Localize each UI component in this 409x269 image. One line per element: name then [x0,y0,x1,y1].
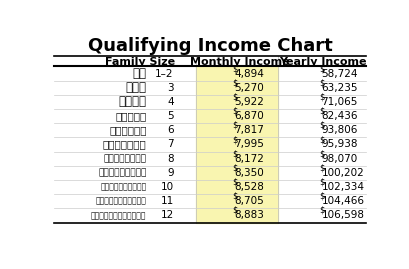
Text: $: $ [232,192,237,201]
Text: $: $ [232,178,237,187]
Text: $: $ [319,192,324,201]
Text: ⛹⛹⛹⛹⛹⛹⛹⛹⛹⛹⛹: ⛹⛹⛹⛹⛹⛹⛹⛹⛹⛹⛹ [95,197,146,206]
Text: 11: 11 [160,196,173,206]
Text: 7,817: 7,817 [234,125,263,135]
Text: $: $ [319,107,324,116]
Text: $: $ [232,149,237,158]
Text: 4: 4 [166,97,173,107]
Text: $: $ [319,206,324,215]
Text: $: $ [232,107,237,116]
Text: ⛹⛹⛹: ⛹⛹⛹ [125,81,146,94]
Text: 8,350: 8,350 [234,168,263,178]
Text: 4,894: 4,894 [234,69,263,79]
Text: 1–2: 1–2 [155,69,173,79]
Text: $: $ [319,78,324,87]
Text: $: $ [319,178,324,187]
Text: $: $ [232,64,237,73]
Text: $: $ [232,121,237,130]
Text: 8: 8 [166,154,173,164]
Text: $: $ [319,149,324,158]
Text: $: $ [319,135,324,144]
Text: $: $ [232,163,237,172]
Text: 5,922: 5,922 [234,97,263,107]
Text: Family Size: Family Size [105,57,175,67]
Text: 82,436: 82,436 [321,111,357,121]
Text: ⛹⛹⛹⛹⛹⛹⛹: ⛹⛹⛹⛹⛹⛹⛹ [103,140,146,150]
Text: 100,202: 100,202 [321,168,363,178]
Text: 58,724: 58,724 [321,69,357,79]
Text: 8,172: 8,172 [234,154,263,164]
Text: ⛹⛹⛹⛹⛹⛹⛹⛹⛹⛹: ⛹⛹⛹⛹⛹⛹⛹⛹⛹⛹ [100,183,146,192]
Text: Monthly Income: Monthly Income [190,57,290,67]
Text: ⛹⛹⛹⛹⛹: ⛹⛹⛹⛹⛹ [115,111,146,121]
Text: Qualifying Income Chart: Qualifying Income Chart [88,37,332,55]
Text: 5,270: 5,270 [234,83,263,93]
Text: $: $ [232,135,237,144]
Text: 6,870: 6,870 [234,111,263,121]
Text: 10: 10 [160,182,173,192]
Text: 8,528: 8,528 [234,182,263,192]
Text: ⛹⛹⛹⛹⛹⛹⛹⛹⛹⛹⛹⛹: ⛹⛹⛹⛹⛹⛹⛹⛹⛹⛹⛹⛹ [91,211,146,220]
Text: 7,995: 7,995 [234,140,263,150]
Text: 93,806: 93,806 [321,125,357,135]
Text: $: $ [232,93,237,101]
Text: 106,598: 106,598 [321,210,364,220]
Text: 104,466: 104,466 [321,196,364,206]
Text: 7: 7 [166,140,173,150]
Text: 102,334: 102,334 [321,182,364,192]
Text: 71,065: 71,065 [321,97,357,107]
Text: ⛹⛹⛹⛹: ⛹⛹⛹⛹ [118,95,146,108]
Text: ⛹⛹: ⛹⛹ [132,67,146,80]
Text: 12: 12 [160,210,173,220]
Text: $: $ [319,121,324,130]
Text: $: $ [319,93,324,101]
Text: 5: 5 [166,111,173,121]
Text: $: $ [232,78,237,87]
Bar [196,66,278,222]
Text: ⛹⛹⛹⛹⛹⛹: ⛹⛹⛹⛹⛹⛹ [109,125,146,135]
Text: 98,070: 98,070 [321,154,357,164]
Text: 95,938: 95,938 [321,140,357,150]
Text: $: $ [319,64,324,73]
Text: 8,705: 8,705 [234,196,263,206]
Text: Yearly Income: Yearly Income [279,57,366,67]
Text: 9: 9 [166,168,173,178]
Text: ⛹⛹⛹⛹⛹⛹⛹⛹⛹: ⛹⛹⛹⛹⛹⛹⛹⛹⛹ [98,168,146,177]
Text: 8,883: 8,883 [234,210,263,220]
Text: 6: 6 [166,125,173,135]
Text: $: $ [232,206,237,215]
Text: ⛹⛹⛹⛹⛹⛹⛹⛹: ⛹⛹⛹⛹⛹⛹⛹⛹ [103,154,146,163]
Text: 63,235: 63,235 [321,83,357,93]
Text: 3: 3 [166,83,173,93]
Text: $: $ [319,163,324,172]
